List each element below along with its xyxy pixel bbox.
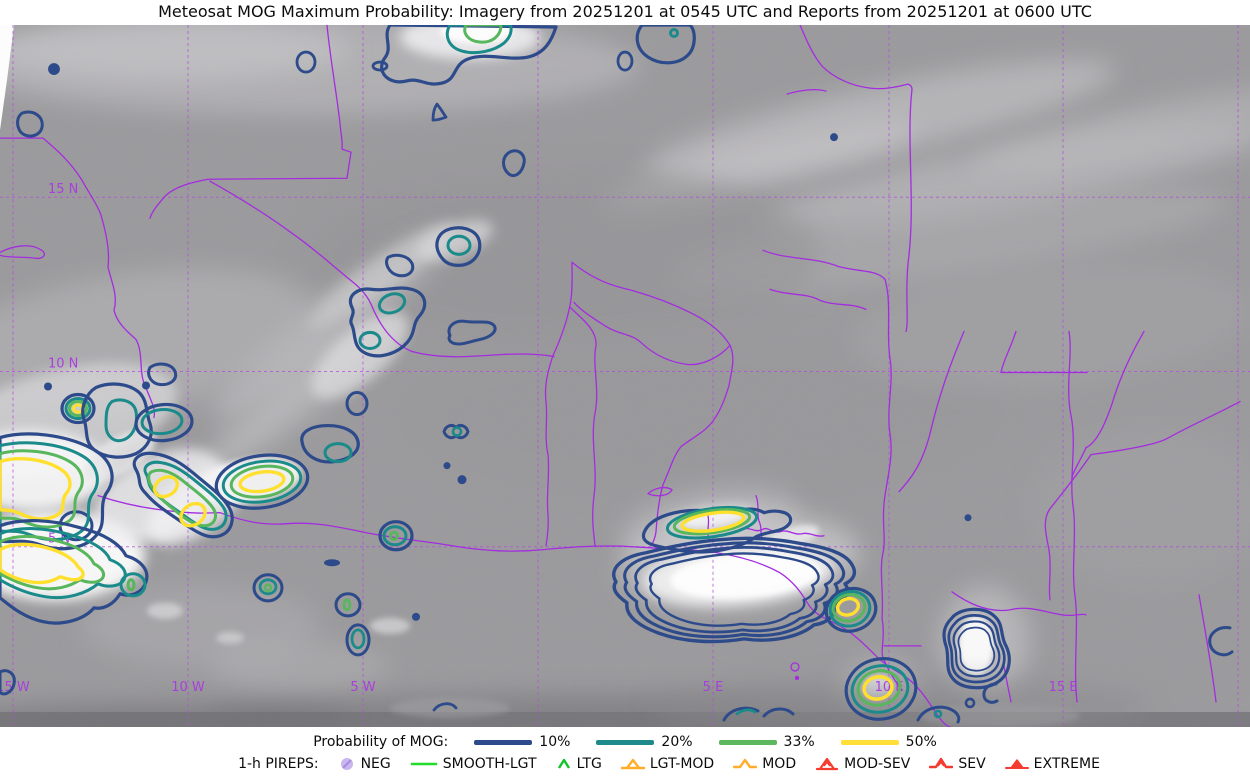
mog-contours [0,25,1234,724]
probability-legend: Probability of MOG: 10% 20% 33% 50% [0,731,1250,753]
contour-50pct-swatch [840,739,899,745]
lat-label: 15 N [48,182,78,197]
legend-item-50pct: 50% [840,734,937,750]
lon-label: 5 W [350,680,375,695]
line-icon [410,762,438,766]
lon-label: 10 W [171,680,205,695]
circle-slash-icon [340,758,353,770]
legend-item-20pct: 20% [596,734,693,750]
caret-tails-icon [733,758,758,769]
legend-item-extreme: EXTREME [1004,756,1100,772]
legend-item-lgt-mod: LGT-MOD [620,756,714,772]
satellite-map: 15 N 10 N 5 N 15 W 10 W 5 W 5 E 10 E 15 … [0,25,1250,727]
contour-cell [0,519,149,625]
contour-cell [0,432,114,551]
legend-item-mod-sev: MOD-SEV [815,756,910,772]
contour-cell [844,657,918,721]
legend-item-neg: NEG [338,756,391,772]
contour-20pct-swatch [596,739,655,745]
page-title: Meteosat MOG Maximum Probability: Imager… [158,2,1092,21]
contour-cell [132,451,234,539]
caret-tails-icon [929,757,954,769]
contour-cell [378,520,414,552]
contour-10pct-swatch [474,739,533,745]
legend-item-ltg: LTG [556,756,602,772]
contour-cell [134,402,194,443]
legend-item-10pct: 10% [474,734,570,750]
pirep-legend: 1-h PIREPS: NEG SMOOTH-LGT LTG LGT-MOD [0,753,1250,775]
contour-cell [380,25,558,86]
island-outline [790,662,800,672]
triangle-caret-icon [816,757,839,771]
legend-item-33pct: 33% [718,734,815,750]
legend-item-smooth-lgt: SMOOTH-LGT [410,756,537,772]
contour-33pct-swatch [718,739,777,745]
caret-icon [557,758,570,769]
lon-label: 5 E [703,680,724,695]
pirep-legend-title: 1-h PIREPS: [238,756,319,772]
lon-label: 10 E [875,680,904,695]
open-triangle-icon [620,758,645,770]
lon-label: 15 W [0,680,30,695]
contour-cell [334,592,362,618]
contour-cell [81,382,153,459]
legend-item-sev: SEV [929,756,986,772]
contour-cell [435,226,482,267]
lat-label: 10 N [48,356,78,371]
lon-label: 15 E [1049,680,1078,695]
legend-item-mod: MOD [733,756,796,772]
filled-triangle-icon [1004,759,1029,769]
islet-dot [794,675,800,681]
contour-cell [442,424,470,440]
probability-legend-title: Probability of MOG: [313,734,449,750]
contour-cell [824,586,878,633]
satellite-disk-edge [0,25,14,131]
contour-cell [252,573,284,603]
contour-cell [345,623,371,657]
contour-cell [942,607,1011,690]
contour-cell [635,25,696,65]
contour-cell [348,286,427,358]
contour-cell [300,423,360,464]
contour-cell [214,453,310,510]
